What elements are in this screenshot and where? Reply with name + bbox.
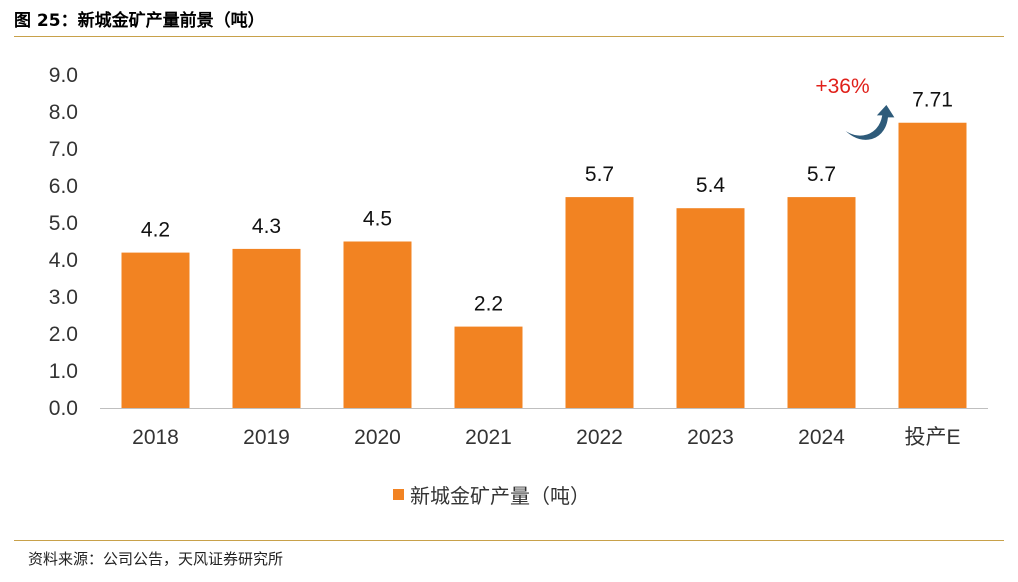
bar bbox=[787, 197, 856, 408]
top-rule bbox=[14, 36, 1004, 37]
bar bbox=[898, 122, 967, 408]
curved-up-arrow-icon bbox=[836, 103, 897, 141]
y-tick-label: 4.0 bbox=[49, 249, 78, 272]
y-tick-label: 6.0 bbox=[49, 175, 78, 198]
x-tick-label: 2020 bbox=[354, 426, 401, 449]
data-label: 4.5 bbox=[363, 208, 392, 231]
x-tick-label: 2023 bbox=[687, 426, 734, 449]
x-tick-label: 2021 bbox=[465, 426, 512, 449]
bar bbox=[454, 326, 523, 408]
data-label: 5.7 bbox=[585, 163, 614, 186]
data-label: 7.71 bbox=[912, 89, 953, 112]
x-tick-label: 2024 bbox=[798, 426, 845, 449]
bar bbox=[232, 248, 301, 408]
bar bbox=[343, 241, 412, 408]
bottom-rule bbox=[14, 540, 1004, 541]
legend-swatch bbox=[393, 489, 404, 500]
y-tick-label: 2.0 bbox=[49, 323, 78, 346]
figure-title: 图 25：新城金矿产量前景（吨） bbox=[14, 11, 265, 31]
legend: 新城金矿产量（吨） bbox=[393, 480, 590, 509]
x-tick-label: 2019 bbox=[243, 426, 290, 449]
data-label: 2.2 bbox=[474, 293, 503, 316]
y-tick-label: 7.0 bbox=[49, 138, 78, 161]
y-tick-label: 5.0 bbox=[49, 212, 78, 235]
data-label: 4.3 bbox=[252, 215, 281, 238]
x-tick-label: 2018 bbox=[132, 426, 179, 449]
growth-annotation: +36% bbox=[815, 75, 869, 98]
data-label: 5.7 bbox=[807, 163, 836, 186]
x-tick-label: 投产E bbox=[904, 426, 960, 449]
y-tick-label: 0.0 bbox=[49, 397, 78, 420]
source-note: 资料来源：公司公告，天风证券研究所 bbox=[28, 550, 284, 568]
data-label: 4.2 bbox=[141, 219, 170, 242]
legend-label: 新城金矿产量（吨） bbox=[410, 484, 590, 508]
x-tick-label: 2022 bbox=[576, 426, 623, 449]
bar bbox=[676, 208, 745, 408]
y-tick-label: 8.0 bbox=[49, 101, 78, 124]
data-label: 5.4 bbox=[696, 174, 726, 197]
bar bbox=[565, 197, 634, 408]
y-tick-label: 1.0 bbox=[49, 360, 78, 383]
y-tick-label: 9.0 bbox=[49, 64, 78, 87]
bar-chart: 0.0 1.0 2.0 3.0 4.0 5.0 6.0 7.0 8.0 9.0 4.2 2018 4.3… bbox=[49, 64, 988, 449]
bar bbox=[121, 252, 190, 408]
y-tick-label: 3.0 bbox=[49, 286, 78, 309]
